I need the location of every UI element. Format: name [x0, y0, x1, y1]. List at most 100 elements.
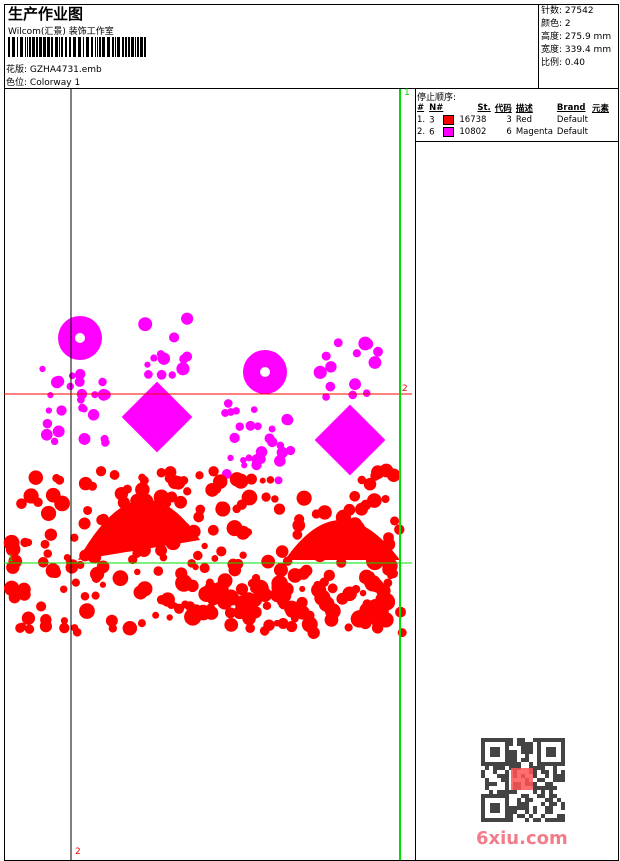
- stitch-blob: [263, 619, 275, 631]
- stitch-blob: [155, 544, 168, 557]
- qr-module: [545, 818, 549, 822]
- barcode-bar: [47, 37, 50, 57]
- barcode-bar: [65, 37, 67, 57]
- qr-module: [521, 794, 525, 798]
- qr-module: [553, 786, 557, 790]
- stitch-blob: [375, 594, 384, 603]
- qr-module: [553, 766, 557, 770]
- qr-module: [553, 818, 557, 822]
- stitch-blob: [357, 475, 367, 485]
- qr-module: [533, 786, 537, 790]
- stitch-blob: [39, 620, 52, 633]
- stitch-blob: [266, 476, 275, 484]
- qr-module: [529, 746, 533, 750]
- qr-module: [533, 774, 537, 778]
- stitch-blob: [275, 545, 289, 558]
- qr-module: [533, 766, 537, 770]
- stitch-blob: [153, 566, 164, 576]
- stitch-blob: [45, 563, 61, 578]
- stitch-blob: [299, 585, 306, 592]
- barcode-bar: [137, 37, 139, 57]
- qr-module: [529, 798, 533, 802]
- stitch-blob: [382, 557, 397, 572]
- barcode-bar: [125, 37, 127, 57]
- stitch-blob: [233, 473, 249, 489]
- stitch-blob: [313, 580, 322, 590]
- header-vertical-divider: [538, 4, 539, 88]
- qr-module: [533, 810, 537, 814]
- stitch-blob: [40, 539, 50, 549]
- stitch-blob: [83, 505, 93, 515]
- qr-module: [509, 758, 513, 762]
- qr-module: [493, 770, 497, 774]
- stitch-blob: [360, 499, 372, 511]
- stitch-blob: [138, 493, 154, 509]
- stitch-blob: [79, 549, 92, 562]
- stitch-blob: [241, 462, 248, 469]
- stitch-blob: [95, 466, 107, 477]
- qr-module: [481, 774, 485, 778]
- qr-module: [545, 770, 549, 774]
- panel-divider: [415, 88, 416, 860]
- qr-module: [541, 802, 545, 806]
- qr-module: [549, 806, 553, 810]
- qr-module: [541, 786, 545, 790]
- barcode-bar: [43, 37, 46, 57]
- barcode-bar: [51, 37, 53, 57]
- stitch-blob: [40, 428, 53, 441]
- table-row[interactable]: 1. 3 16738 3 Red Default: [417, 114, 588, 126]
- qr-module: [509, 810, 513, 814]
- stitch-blob: [216, 546, 227, 557]
- qr-module: [529, 750, 533, 754]
- stitch-blob: [338, 529, 352, 543]
- stitch-blob: [235, 422, 245, 431]
- stitch-blob: [78, 432, 91, 445]
- stitch-blob: [101, 389, 111, 400]
- stitch-blob: [15, 623, 26, 633]
- stitch-blob: [325, 381, 336, 392]
- qr-module: [517, 798, 521, 802]
- stitch-blob: [39, 365, 46, 373]
- stitch-blob: [232, 407, 240, 415]
- stitch-blob: [171, 333, 180, 342]
- stitch-blob: [197, 507, 205, 515]
- stitch-blob: [259, 477, 266, 484]
- qr-module: [561, 778, 565, 782]
- qr-module: [553, 778, 557, 782]
- stitch-blob: [267, 436, 278, 448]
- stitch-blob: [16, 498, 27, 509]
- qr-module: [549, 786, 553, 790]
- qr-module: [505, 774, 509, 778]
- barcode-bar: [32, 37, 35, 57]
- table-row[interactable]: 2. 6 10802 6 Magenta Default: [417, 126, 588, 138]
- stitch-blob: [75, 368, 86, 380]
- qr-module: [553, 774, 557, 778]
- company-name: Wilcom(汇景) 装饰工作室: [8, 27, 114, 37]
- barcode-bar: [135, 37, 136, 57]
- barcode-bar: [8, 37, 10, 57]
- qr-module: [521, 742, 525, 746]
- qr-module: [513, 758, 517, 762]
- stitch-blob: [134, 568, 141, 576]
- qr-module: [561, 770, 565, 774]
- stitch-blob: [76, 395, 85, 404]
- stitch-blob: [138, 317, 153, 332]
- barcode-bar: [36, 37, 38, 57]
- stitch-blob: [208, 466, 219, 477]
- diamond-motif: [121, 381, 193, 453]
- design-scale: 比例: 0.40: [541, 58, 585, 68]
- stitch-blob: [91, 391, 99, 399]
- header-divider: [4, 88, 619, 89]
- stitch-blob: [317, 505, 332, 520]
- stitch-blob: [166, 491, 178, 503]
- stitch-blob: [154, 507, 164, 516]
- stitch-blob: [257, 587, 273, 603]
- barcode-bar: [97, 37, 98, 57]
- barcode-bar: [122, 37, 124, 57]
- qr-module: [489, 782, 493, 786]
- color-count: 颜色: 2: [541, 19, 571, 29]
- qr-module: [501, 766, 505, 770]
- stitch-blob: [363, 477, 377, 491]
- qr-finder-center: [490, 747, 500, 757]
- stitch-blob: [322, 393, 330, 401]
